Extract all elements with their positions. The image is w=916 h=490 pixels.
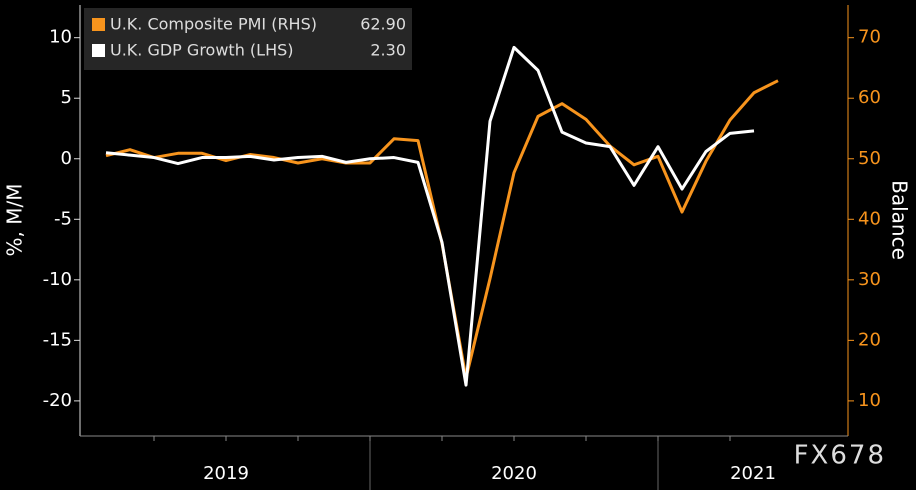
y-tick-label: 5 — [61, 87, 72, 108]
y-tick-label: 10 — [49, 27, 72, 48]
legend-value: 2.30 — [370, 41, 406, 60]
legend-swatch — [92, 18, 105, 31]
line-series — [105, 45, 755, 387]
y-tick-label: -10 — [43, 269, 72, 290]
legend-value: 62.90 — [360, 15, 406, 34]
legend-label: U.K. Composite PMI (RHS) — [110, 15, 317, 34]
y-tick-label: -20 — [43, 390, 72, 411]
y2-tick-label: 70 — [858, 27, 881, 48]
y-tick-label: 0 — [61, 148, 72, 169]
x-tick-label: 2020 — [491, 463, 537, 484]
y-axis-label: %, M/M — [3, 184, 27, 257]
y2-tick-label: 50 — [858, 148, 881, 169]
y2-tick-label: 60 — [858, 87, 881, 108]
y2-tick-label: 30 — [858, 269, 881, 290]
legend-label: U.K. GDP Growth (LHS) — [110, 41, 294, 60]
y-tick-label: -5 — [54, 208, 72, 229]
y2-tick-label: 10 — [858, 390, 881, 411]
x-tick-label: 2019 — [203, 463, 249, 484]
y-tick-label: -15 — [43, 329, 72, 350]
x-tick-label: 2021 — [730, 463, 776, 484]
legend-swatch — [92, 44, 105, 57]
watermark: FX678 — [794, 441, 886, 471]
y2-tick-label: 20 — [858, 329, 881, 350]
legend-box — [84, 8, 412, 70]
y2-tick-label: 40 — [858, 208, 881, 229]
y2-axis-label: Balance — [888, 180, 912, 260]
